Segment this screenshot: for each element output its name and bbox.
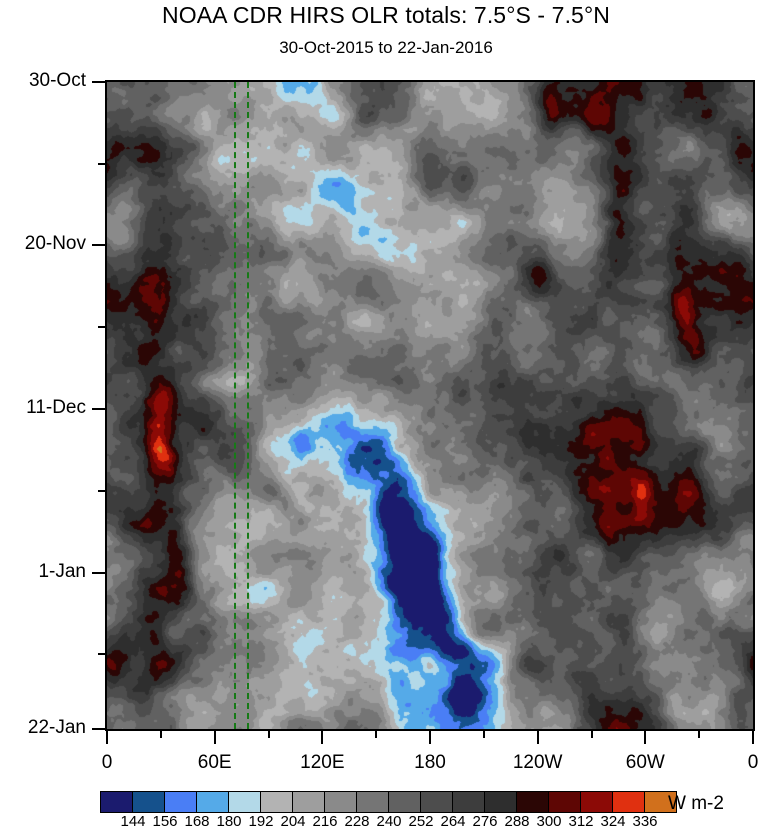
reference-line-east xyxy=(246,82,249,729)
y-axis-tick-label: 22-Jan xyxy=(27,717,86,738)
colorbar-tick-label: 288 xyxy=(504,813,530,830)
x-axis-tick-label: 120E xyxy=(300,752,345,773)
x-axis-minor-tick xyxy=(590,731,593,738)
colorbar-tick-label: 336 xyxy=(632,813,658,830)
colorbar xyxy=(100,791,677,813)
x-axis-major-tick xyxy=(429,731,431,744)
colorbar-units-label: W m-2 xyxy=(668,793,724,814)
page-title: NOAA CDR HIRS OLR totals: 7.5°S - 7.5°N xyxy=(162,2,610,28)
colorbar-tick-label: 204 xyxy=(280,813,306,830)
colorbar-swatch xyxy=(133,792,165,812)
olr-heatmap-canvas xyxy=(107,82,753,729)
colorbar-tick-label: 264 xyxy=(440,813,466,830)
reference-line-west xyxy=(234,82,237,729)
colorbar-tick-label: 240 xyxy=(376,813,402,830)
y-axis-minor-tick xyxy=(98,489,105,492)
colorbar-tick-label: 276 xyxy=(472,813,498,830)
colorbar-swatch xyxy=(581,792,613,812)
y-axis-major-tick xyxy=(92,244,105,247)
hovmoller-plot-area xyxy=(105,80,755,731)
colorbar-tick-label: 216 xyxy=(312,813,338,830)
colorbar-swatch xyxy=(101,792,133,812)
x-axis-major-tick xyxy=(213,731,216,744)
colorbar-tick-label: 312 xyxy=(568,813,594,830)
colorbar-swatch xyxy=(325,792,357,812)
x-axis-major-tick xyxy=(106,731,108,744)
x-axis-major-tick xyxy=(321,731,324,744)
y-axis-minor-tick xyxy=(98,653,105,656)
colorbar-tick-label: 168 xyxy=(184,813,210,830)
y-axis-tick-label: 20-Nov xyxy=(24,233,86,255)
colorbar-swatch xyxy=(549,792,581,812)
colorbar-swatch xyxy=(453,792,485,812)
colorbar-swatch xyxy=(389,792,421,812)
x-axis-major-tick xyxy=(644,731,647,744)
y-axis-tick-label: 1-Jan xyxy=(38,560,86,582)
x-axis-minor-tick xyxy=(698,731,701,738)
colorbar-tick-label: 144 xyxy=(120,813,146,830)
x-axis-major-tick xyxy=(752,731,754,744)
x-axis-tick-label: 60W xyxy=(625,752,665,773)
y-axis-tick-label: 11-Dec xyxy=(26,397,86,419)
colorbar-swatch xyxy=(421,792,453,812)
y-axis-major-tick xyxy=(92,408,105,411)
colorbar-swatch xyxy=(229,792,261,812)
colorbar-swatch xyxy=(485,792,517,812)
y-axis-major-tick xyxy=(92,728,105,730)
x-axis-minor-tick xyxy=(159,731,162,738)
colorbar-swatch xyxy=(261,792,293,812)
colorbar-tick-label: 324 xyxy=(600,813,626,830)
x-axis-minor-tick xyxy=(267,731,270,738)
colorbar-tick-label: 252 xyxy=(408,813,434,830)
y-axis-major-tick xyxy=(92,81,105,83)
colorbar-tick-label: 228 xyxy=(344,813,370,830)
colorbar-swatch xyxy=(293,792,325,812)
colorbar-tick-label: 156 xyxy=(152,813,178,830)
colorbar-swatch xyxy=(613,792,645,812)
x-axis-tick-label: 180 xyxy=(414,752,446,773)
x-axis-tick-label: 0 xyxy=(747,752,759,773)
x-axis-tick-label: 120W xyxy=(512,752,563,773)
colorbar-tick-label: 300 xyxy=(536,813,562,830)
colorbar-swatch xyxy=(197,792,229,812)
colorbar-swatch xyxy=(517,792,549,812)
y-axis-minor-tick xyxy=(98,326,105,329)
y-axis-major-tick xyxy=(92,571,105,574)
x-axis-tick-label: 60E xyxy=(197,752,232,773)
y-axis-minor-tick xyxy=(98,162,105,165)
y-axis-tick-label: 30-Oct xyxy=(28,70,86,91)
colorbar-swatch xyxy=(165,792,197,812)
colorbar-tick-label: 180 xyxy=(216,813,242,830)
colorbar-swatch xyxy=(357,792,389,812)
x-axis-minor-tick xyxy=(375,731,378,738)
x-axis-minor-tick xyxy=(482,731,485,738)
x-axis-major-tick xyxy=(536,731,539,744)
colorbar-swatch xyxy=(645,792,676,812)
x-axis-tick-label: 0 xyxy=(101,752,113,773)
date-range-subtitle: 30-Oct-2015 to 22-Jan-2016 xyxy=(279,38,493,57)
colorbar-tick-label: 192 xyxy=(248,813,274,830)
